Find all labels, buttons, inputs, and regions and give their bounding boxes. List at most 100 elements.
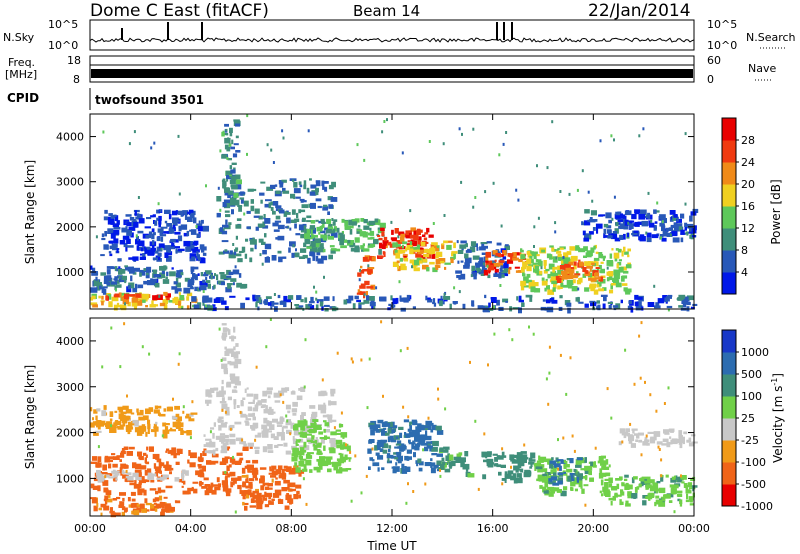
data-cell: [309, 251, 316, 257]
data-cell: [146, 446, 149, 451]
power-colorbar-label: Power [dB]: [769, 179, 783, 244]
data-cell: [225, 446, 230, 451]
data-cell: [398, 232, 402, 236]
data-cell: [237, 258, 243, 263]
data-cell: [439, 468, 441, 472]
data-cell: [580, 468, 587, 471]
data-cell: [234, 265, 237, 269]
data-cell: [500, 224, 503, 228]
data-cell: [94, 430, 102, 433]
data-cell: [262, 250, 267, 255]
data-cell: [678, 226, 683, 231]
data-cell: [509, 454, 515, 460]
data-cell: [417, 249, 424, 255]
data-cell: [437, 397, 440, 401]
data-cell: [153, 502, 157, 505]
data-cell: [294, 304, 300, 307]
data-cell: [315, 437, 318, 442]
data-cell: [150, 473, 157, 477]
data-cell: [637, 221, 643, 225]
data-cell: [229, 165, 233, 170]
data-cell: [543, 490, 549, 494]
data-cell: [676, 490, 683, 493]
data-cell: [577, 473, 583, 479]
data-cell: [110, 214, 115, 219]
data-cell: [162, 474, 169, 478]
data-cell: [374, 445, 378, 451]
data-cell: [578, 277, 582, 281]
data-cell: [360, 269, 365, 274]
data-cell: [501, 447, 504, 451]
data-cell: [250, 199, 254, 204]
data-cell: [290, 488, 296, 492]
data-cell: [322, 181, 329, 184]
data-cell: [305, 453, 311, 459]
data-cell: [434, 248, 439, 252]
data-cell: [292, 438, 297, 445]
data-cell: [563, 473, 568, 476]
data-cell: [387, 428, 392, 434]
data-cell: [318, 226, 323, 230]
data-cell: [429, 252, 433, 255]
velocity-region: [608, 474, 698, 507]
data-cell: [502, 298, 509, 303]
data-cell: [282, 136, 285, 140]
data-cell: [545, 299, 551, 304]
data-cell: [104, 475, 107, 479]
data-cell: [107, 494, 111, 498]
data-cell: [135, 283, 138, 289]
data-cell: [320, 218, 325, 223]
data-cell: [207, 283, 211, 289]
data-cell: [151, 243, 155, 250]
data-cell: [453, 253, 456, 259]
freq-unit-label: [MHz]: [5, 68, 37, 81]
data-cell: [315, 427, 322, 430]
data-cell: [295, 248, 297, 252]
data-cell: [596, 300, 600, 304]
data-cell: [380, 320, 383, 324]
data-cell: [486, 458, 494, 464]
data-cell: [229, 438, 236, 445]
data-cell: [647, 191, 650, 195]
data-cell: [231, 209, 234, 215]
data-cell: [628, 439, 633, 444]
data-cell: [467, 473, 475, 478]
data-cell: [368, 357, 371, 361]
data-cell: [277, 444, 283, 447]
data-cell: [209, 430, 212, 434]
data-cell: [192, 253, 197, 257]
data-cell: [108, 476, 115, 479]
data-cell: [126, 451, 133, 456]
data-cell: [316, 459, 321, 462]
data-cell: [281, 179, 287, 183]
data-cell: [429, 261, 435, 265]
data-cell: [641, 476, 648, 480]
data-cell: [327, 468, 332, 473]
data-cell: [557, 472, 564, 475]
data-cell: [631, 213, 637, 220]
data-cell: [119, 424, 124, 427]
data-cell: [620, 489, 624, 493]
data-cell: [243, 502, 249, 505]
data-cell: [343, 299, 348, 305]
data-cell: [140, 247, 144, 252]
data-cell: [150, 429, 156, 433]
data-cell: [688, 442, 694, 447]
data-cell: [486, 264, 489, 268]
data-cell: [486, 241, 492, 244]
data-cell: [304, 233, 310, 239]
data-cell: [416, 257, 422, 261]
data-cell: [317, 247, 325, 253]
data-cell: [181, 306, 184, 310]
data-cell: [660, 474, 663, 478]
data-cell: [690, 478, 695, 481]
data-cell: [175, 500, 181, 504]
data-cell: [152, 214, 156, 218]
data-cell: [620, 299, 623, 304]
data-cell: [398, 426, 404, 430]
data-cell: [245, 485, 252, 489]
data-cell: [97, 445, 100, 449]
data-cell: [350, 499, 353, 503]
y-tick-label: 3000: [56, 176, 84, 189]
